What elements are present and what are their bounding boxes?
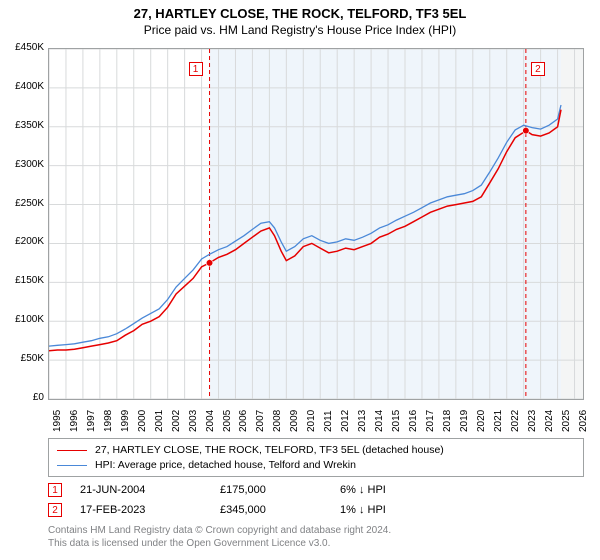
y-tick-label: £200K	[0, 236, 44, 247]
x-tick-label: 2011	[323, 410, 334, 432]
x-tick-label: 2000	[137, 410, 148, 432]
x-tick-label: 2001	[154, 410, 165, 432]
sale-marker-1: 1	[189, 62, 203, 76]
sale-delta: 1% ↓ HPI	[340, 504, 460, 516]
legend-row: 27, HARTLEY CLOSE, THE ROCK, TELFORD, TF…	[57, 443, 575, 458]
sale-row-2: 2 17-FEB-2023£345,0001% ↓ HPI	[48, 500, 584, 520]
title-block: 27, HARTLEY CLOSE, THE ROCK, TELFORD, TF…	[0, 0, 600, 38]
x-tick-label: 1998	[103, 410, 114, 432]
legend-swatch	[57, 465, 87, 466]
sale-marker-2: 2	[531, 62, 545, 76]
sales-table: 1 21-JUN-2004£175,0006% ↓ HPI 2 17-FEB-2023…	[48, 480, 584, 520]
x-tick-label: 2019	[459, 410, 470, 432]
x-tick-label: 2023	[527, 410, 538, 432]
x-tick-label: 2003	[188, 410, 199, 432]
x-tick-label: 2006	[238, 410, 249, 432]
x-tick-label: 1996	[69, 410, 80, 432]
x-tick-label: 2004	[205, 410, 216, 432]
chart-area	[48, 48, 584, 400]
x-tick-label: 2013	[357, 410, 368, 432]
y-tick-label: £350K	[0, 120, 44, 131]
legend-row: HPI: Average price, detached house, Telf…	[57, 458, 575, 473]
x-tick-label: 2021	[493, 410, 504, 432]
x-tick-label: 2020	[476, 410, 487, 432]
legend-label: 27, HARTLEY CLOSE, THE ROCK, TELFORD, TF…	[95, 443, 444, 458]
footer: Contains HM Land Registry data © Crown c…	[48, 524, 391, 550]
x-tick-label: 2005	[222, 410, 233, 432]
x-tick-label: 2016	[408, 410, 419, 432]
y-tick-label: £400K	[0, 81, 44, 92]
x-tick-label: 2009	[289, 410, 300, 432]
figure-root: 27, HARTLEY CLOSE, THE ROCK, TELFORD, TF…	[0, 0, 600, 560]
x-tick-label: 2018	[442, 410, 453, 432]
sale-date: 17-FEB-2023	[80, 504, 220, 516]
x-tick-label: 2014	[374, 410, 385, 432]
x-tick-label: 2024	[544, 410, 555, 432]
footer-line2: This data is licensed under the Open Gov…	[48, 537, 391, 550]
y-tick-label: £0	[0, 392, 44, 403]
sale-date: 21-JUN-2004	[80, 484, 220, 496]
x-tick-label: 2026	[578, 410, 589, 432]
chart-svg	[49, 49, 583, 399]
x-tick-label: 2012	[340, 410, 351, 432]
y-tick-label: £50K	[0, 353, 44, 364]
subtitle: Price paid vs. HM Land Registry's House …	[0, 23, 600, 39]
legend-swatch	[57, 450, 87, 451]
x-tick-label: 2008	[272, 410, 283, 432]
y-tick-label: £100K	[0, 314, 44, 325]
sale-price: £345,000	[220, 504, 340, 516]
x-tick-label: 2022	[510, 410, 521, 432]
sale-marker-icon: 2	[48, 503, 62, 517]
x-tick-label: 2015	[391, 410, 402, 432]
y-tick-label: £450K	[0, 42, 44, 53]
sale-marker-icon: 1	[48, 483, 62, 497]
x-tick-label: 2007	[255, 410, 266, 432]
x-tick-label: 1995	[52, 410, 63, 432]
footer-line1: Contains HM Land Registry data © Crown c…	[48, 524, 391, 537]
x-tick-label: 2010	[306, 410, 317, 432]
x-tick-label: 2002	[171, 410, 182, 432]
sale-delta: 6% ↓ HPI	[340, 484, 460, 496]
y-tick-label: £300K	[0, 159, 44, 170]
y-tick-label: £150K	[0, 275, 44, 286]
x-tick-label: 2025	[561, 410, 572, 432]
address-title: 27, HARTLEY CLOSE, THE ROCK, TELFORD, TF…	[0, 6, 600, 23]
x-tick-label: 1997	[86, 410, 97, 432]
y-tick-label: £250K	[0, 198, 44, 209]
legend: 27, HARTLEY CLOSE, THE ROCK, TELFORD, TF…	[48, 438, 584, 477]
sale-row-1: 1 21-JUN-2004£175,0006% ↓ HPI	[48, 480, 584, 500]
x-tick-label: 2017	[425, 410, 436, 432]
legend-label: HPI: Average price, detached house, Telf…	[95, 458, 356, 473]
x-tick-label: 1999	[120, 410, 131, 432]
sale-price: £175,000	[220, 484, 340, 496]
